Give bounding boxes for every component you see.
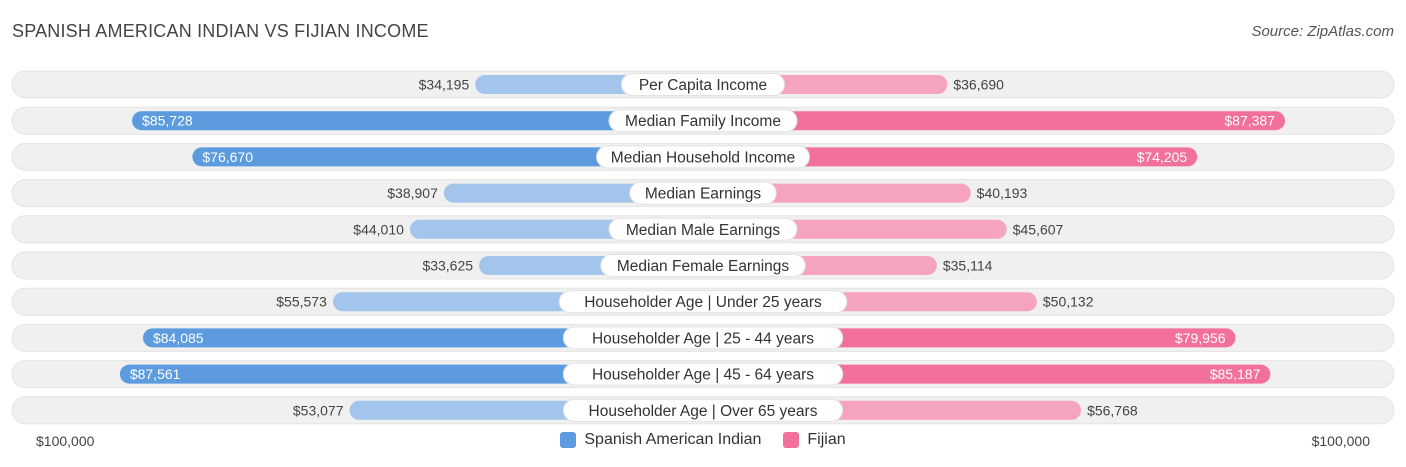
value-label-fijian: $36,690 [953, 77, 1004, 93]
category-label: Householder Age | 45 - 64 years [592, 367, 814, 384]
value-label-spanish-american-indian: $44,010 [353, 221, 404, 237]
category-pill [596, 145, 810, 169]
value-label-spanish-american-indian: $53,077 [293, 402, 344, 418]
category-pill [562, 362, 844, 386]
bar-spanish-american-indian[interactable] [142, 328, 703, 348]
value-label-spanish-american-indian: $87,561 [130, 366, 181, 382]
bar-fijian[interactable] [703, 364, 1271, 384]
legend-label-spanish-american-indian: Spanish American Indian [584, 431, 762, 448]
value-label-spanish-american-indian: $38,907 [387, 185, 438, 201]
axis-left-label: $100,000 [36, 433, 95, 449]
category-pill [558, 290, 848, 314]
legend-item-spanish-american-indian[interactable]: Spanish American Indian [560, 431, 761, 449]
category-label: Median Household Income [611, 149, 795, 166]
category-label: Householder Age | 25 - 44 years [592, 330, 814, 347]
category-pill [562, 398, 844, 422]
value-label-fijian: $35,114 [943, 258, 993, 274]
category-pill [620, 73, 786, 96]
category-label: Median Family Income [625, 113, 781, 130]
value-label-spanish-american-indian: $85,728 [142, 113, 193, 129]
bar-spanish-american-indian[interactable] [132, 111, 703, 131]
bar-fijian[interactable] [703, 147, 1198, 167]
category-label: Per Capita Income [639, 77, 767, 94]
category-pill [629, 181, 777, 205]
value-label-fijian: $50,132 [1043, 294, 1094, 310]
legend: Spanish American Indian Fijian [0, 431, 1406, 449]
value-label-spanish-american-indian: $84,085 [153, 330, 204, 346]
axis-right-label: $100,000 [1311, 433, 1370, 449]
value-label-fijian: $45,607 [1013, 221, 1064, 237]
legend-item-fijian[interactable]: Fijian [783, 431, 846, 449]
bar-fijian[interactable] [703, 111, 1285, 131]
value-label-fijian: $74,205 [1137, 149, 1188, 165]
value-label-spanish-american-indian: $33,625 [422, 258, 473, 274]
legend-label-fijian: Fijian [807, 431, 846, 448]
legend-swatch-spanish-american-indian [560, 432, 577, 448]
category-label: Median Male Earnings [626, 222, 780, 239]
bar-spanish-american-indian[interactable] [192, 147, 703, 167]
category-pill [608, 217, 798, 241]
diverging-bar-chart: $34,195 $36,690 Per Capita Income $85,728 $8… [11, 70, 1395, 425]
bar-spanish-american-indian[interactable] [119, 364, 703, 384]
value-label-fijian: $56,768 [1087, 402, 1138, 418]
value-label-fijian: $79,956 [1175, 330, 1226, 346]
legend-swatch-fijian [783, 432, 800, 448]
value-label-fijian: $85,187 [1210, 366, 1261, 382]
category-label: Householder Age | Over 65 years [589, 403, 818, 420]
category-label: Median Earnings [645, 186, 762, 203]
category-label: Householder Age | Under 25 years [584, 294, 822, 311]
source-label: Source: ZipAtlas.com [1251, 23, 1394, 40]
value-label-spanish-american-indian: $34,195 [419, 77, 470, 93]
chart-title: SPANISH AMERICAN INDIAN VS FIJIAN INCOME [12, 21, 429, 41]
category-label: Median Female Earnings [617, 258, 790, 275]
value-label-fijian: $40,193 [977, 185, 1028, 201]
value-label-fijian: $87,387 [1224, 113, 1275, 129]
value-label-spanish-american-indian: $76,670 [202, 149, 253, 165]
value-label-spanish-american-indian: $55,573 [276, 294, 327, 310]
category-pill [608, 109, 798, 133]
category-pill [600, 254, 806, 277]
category-pill [562, 326, 844, 350]
